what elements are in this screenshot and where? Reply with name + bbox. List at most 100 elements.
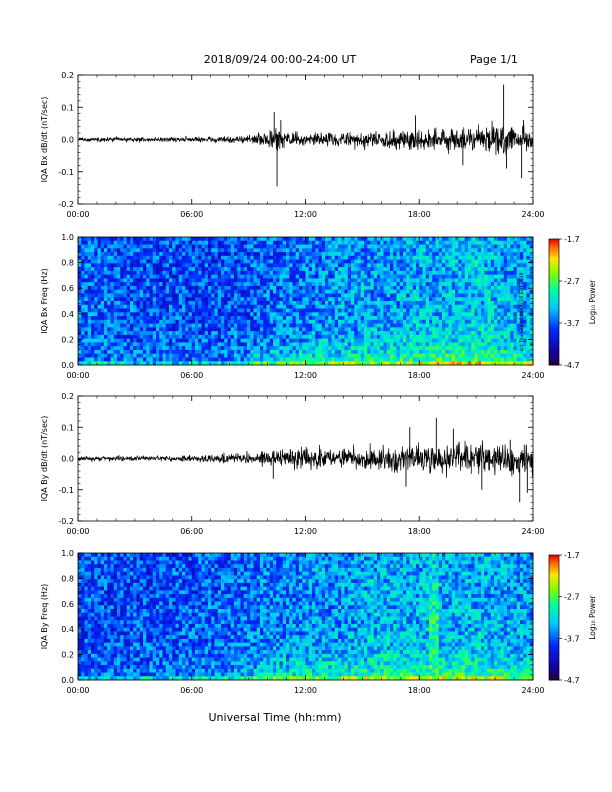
heatmap-cell <box>331 346 336 351</box>
heatmap-cell <box>84 259 89 264</box>
heatmap-cell <box>325 282 329 287</box>
heatmap-cell <box>198 308 202 313</box>
heatmap-cell <box>370 282 375 287</box>
heatmap-cell <box>97 293 102 298</box>
heatmap-cell <box>107 282 111 287</box>
heatmap-cell <box>201 308 206 313</box>
heatmap-cell <box>471 267 475 272</box>
heatmap-cell <box>380 278 384 283</box>
heatmap-cell <box>78 248 82 253</box>
heatmap-cell <box>136 263 141 268</box>
heatmap-cell <box>302 285 306 291</box>
heatmap-cell <box>321 308 326 313</box>
heatmap-cell <box>494 248 498 253</box>
heatmap-cell <box>295 270 300 276</box>
heatmap-cell <box>338 274 342 279</box>
heatmap-cell <box>516 334 521 340</box>
heatmap-cell <box>182 334 186 340</box>
heatmap-cell <box>429 270 433 276</box>
heatmap-cell <box>516 278 521 283</box>
heatmap-cell <box>321 282 326 287</box>
heatmap-cell <box>471 346 475 351</box>
heatmap-cell <box>429 308 433 313</box>
heatmap-cell <box>292 297 297 302</box>
heatmap-cell <box>273 331 277 336</box>
heatmap-cell <box>344 248 349 253</box>
heatmap-cell <box>286 270 290 276</box>
heatmap-cell <box>360 346 365 351</box>
heatmap-cell <box>403 327 407 332</box>
heatmap-cell <box>474 316 479 321</box>
heatmap-cell <box>484 240 488 245</box>
heatmap-cell <box>247 252 251 257</box>
heatmap-cell <box>318 252 323 257</box>
heatmap-cell <box>260 316 264 321</box>
heatmap-cell <box>113 346 118 351</box>
heatmap-cell <box>438 259 443 264</box>
heatmap-cell <box>201 319 206 324</box>
heatmap-cell <box>513 282 518 287</box>
heatmap-cell <box>318 342 323 347</box>
heatmap-cell <box>468 289 472 294</box>
heatmap-cell <box>227 259 232 264</box>
heatmap-cell <box>448 244 453 249</box>
heatmap-cell <box>341 252 345 257</box>
heatmap-cell <box>126 248 131 253</box>
heatmap-cell <box>243 270 248 276</box>
heatmap-cell <box>143 331 147 336</box>
heatmap-cell <box>185 319 189 324</box>
heatmap-cell <box>256 327 261 332</box>
heatmap-cell <box>100 304 105 309</box>
heatmap-cell <box>338 282 342 287</box>
heatmap-cell <box>221 316 225 321</box>
heatmap-cell <box>386 361 391 366</box>
heatmap-cell <box>367 301 371 306</box>
heatmap-cell <box>328 289 332 294</box>
heatmap-cell <box>169 308 173 313</box>
heatmap-cell <box>468 285 472 291</box>
heatmap-cell <box>208 252 212 257</box>
heatmap-cell <box>390 316 394 321</box>
heatmap-cell <box>146 312 150 317</box>
heatmap-cell <box>279 274 284 279</box>
heatmap-cell <box>237 297 241 302</box>
heatmap-cell <box>344 301 349 306</box>
heatmap-cell <box>91 267 95 272</box>
heatmap-cell <box>84 248 89 253</box>
heatmap-cell <box>520 323 524 328</box>
heatmap-cell <box>133 312 137 317</box>
heatmap-cell <box>289 259 293 264</box>
heatmap-cell <box>234 274 238 279</box>
heatmap-cell <box>256 252 261 257</box>
heatmap-cell <box>380 357 384 362</box>
heatmap-cell <box>520 353 524 358</box>
heatmap-cell <box>328 237 332 242</box>
heatmap-cell <box>334 361 339 366</box>
heatmap-cell <box>367 319 371 324</box>
heatmap-cell <box>149 285 154 291</box>
heatmap-cell <box>315 319 319 324</box>
heatmap-cell <box>188 304 193 309</box>
heatmap-cell <box>347 240 352 245</box>
heatmap-cell <box>334 289 339 294</box>
heatmap-cell <box>162 312 167 317</box>
heatmap-cell <box>104 255 108 260</box>
heatmap-cell <box>253 346 258 351</box>
heatmap-cell <box>380 293 384 298</box>
heatmap-cell <box>321 301 326 306</box>
heatmap-cell <box>152 319 157 324</box>
heatmap-cell <box>403 304 407 309</box>
heatmap-cell <box>308 293 313 298</box>
heatmap-cell <box>211 304 215 309</box>
heatmap-cell <box>286 278 290 283</box>
heatmap-cell <box>458 323 462 328</box>
heatmap-cell <box>136 357 141 362</box>
heatmap-cell <box>425 342 430 347</box>
heatmap-cell <box>282 240 287 245</box>
heatmap-cell <box>403 255 407 260</box>
heatmap-cell <box>529 334 534 340</box>
heatmap-cell <box>227 349 232 355</box>
heatmap-cell <box>256 237 261 242</box>
heatmap-cell <box>104 334 108 340</box>
heatmap-cell <box>152 323 157 328</box>
